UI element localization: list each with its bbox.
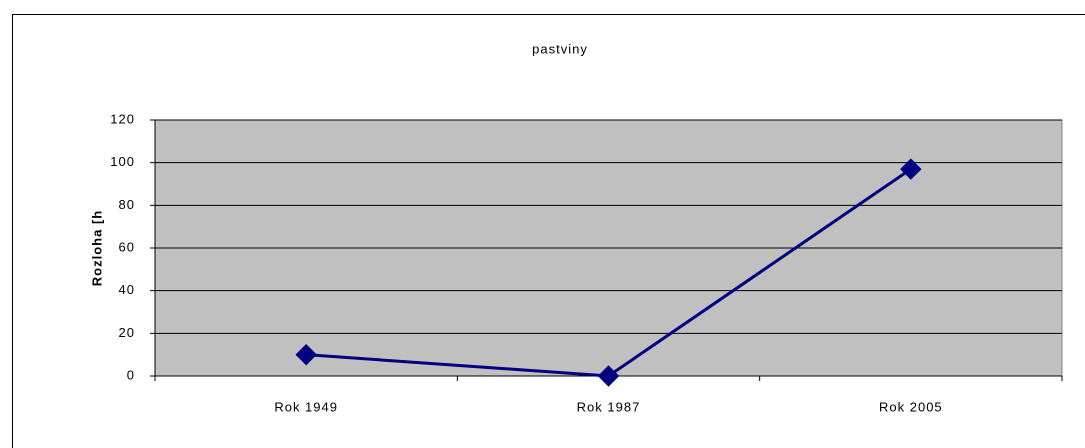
marker — [295, 343, 317, 366]
x-tick-label: Rok 2005 — [879, 399, 943, 414]
chart-title: pastviny — [532, 41, 588, 56]
y-axis-label: Rozloha [h — [89, 210, 104, 286]
y-tick-label: 100 — [110, 154, 135, 169]
marker — [900, 158, 922, 180]
y-tick-label: 120 — [110, 111, 135, 126]
y-tick-label: 0 — [127, 367, 135, 382]
x-tick-label: Rok 1987 — [577, 399, 641, 414]
y-tick-label: 20 — [119, 325, 135, 340]
y-tick-label: 80 — [119, 197, 135, 212]
y-tick-label: 60 — [119, 239, 135, 254]
x-tick-label: Rok 1949 — [274, 399, 338, 414]
marker — [597, 365, 620, 387]
y-tick-label: 40 — [119, 282, 135, 297]
